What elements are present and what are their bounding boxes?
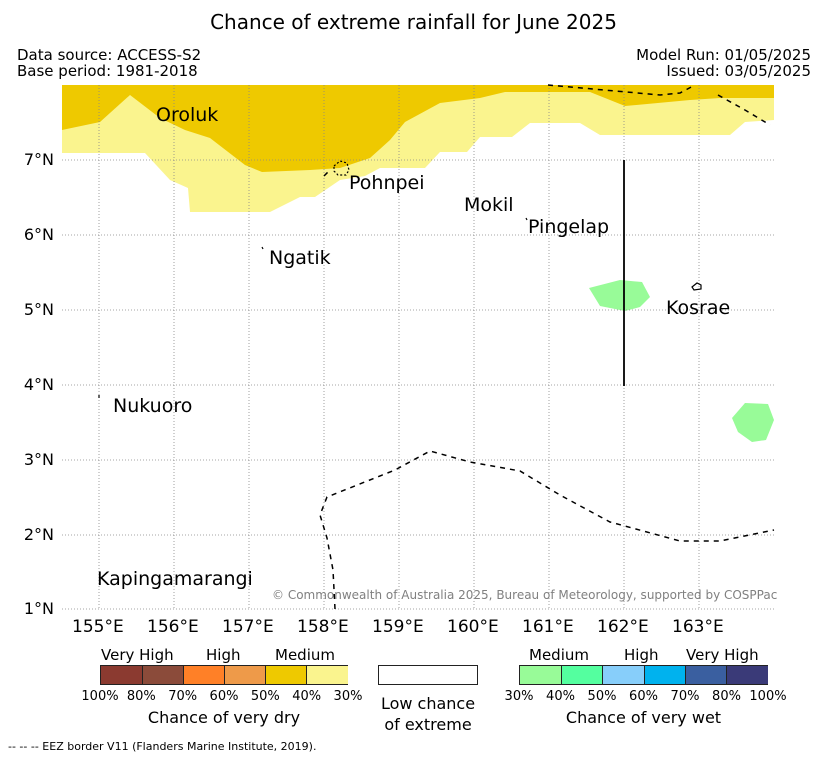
- colorbar-swatch: [725, 666, 768, 684]
- place-pohnpei: Pohnpei: [349, 172, 425, 194]
- colorbar-tick: 100%: [749, 689, 787, 704]
- kosrae-island: [691, 282, 702, 291]
- colorbar-tick: 70%: [168, 689, 198, 704]
- lat-label: 2°N: [23, 525, 54, 544]
- low-chance-swatch: [378, 665, 478, 685]
- eez-border-pohnpei: [323, 171, 329, 177]
- pingelap-island: [525, 217, 528, 221]
- lon-label: 159°E: [372, 617, 424, 637]
- colorbar-swatch: [183, 666, 225, 684]
- colorbar-tick: 30%: [504, 689, 534, 704]
- eez-border-east: [717, 94, 771, 126]
- data-source: Data source: ACCESS-S2: [17, 46, 202, 64]
- wet-region-kosrae: [589, 280, 650, 311]
- lon-label: 162°E: [597, 617, 649, 637]
- ngatik-island: [261, 246, 264, 250]
- model-run: Model Run: 01/05/2025: [636, 46, 811, 64]
- copyright-notice: © Commonwealth of Australia 2025, Bureau…: [272, 588, 778, 602]
- wet-head-high: High: [624, 646, 659, 664]
- colorbar-tick: 40%: [546, 689, 575, 704]
- place-ngatik: Ngatik: [269, 247, 331, 269]
- lon-label: 160°E: [447, 617, 499, 637]
- eez-border-south: [319, 450, 775, 610]
- lon-label: 155°E: [72, 617, 124, 637]
- eez-footnote: -- -- -- EEZ border V11 (Flanders Marine…: [8, 740, 317, 753]
- dry-head-medium: Medium: [275, 646, 335, 664]
- colorbar-swatch: [602, 666, 645, 684]
- map-title: Chance of extreme rainfall for June 2025: [210, 10, 617, 34]
- dry-colorbar: [100, 665, 348, 685]
- place-kapingamarangi: Kapingamarangi: [97, 568, 253, 590]
- colorbar-tick: 50%: [250, 689, 280, 704]
- colorbar-tick: 100%: [81, 689, 119, 704]
- colorbar-tick: 30%: [333, 689, 363, 704]
- colorbar-swatch: [101, 666, 142, 684]
- lon-label: 163°E: [672, 617, 724, 637]
- place-mokil: Mokil: [464, 194, 514, 216]
- lat-label: 7°N: [23, 150, 54, 169]
- lat-label: 3°N: [23, 450, 54, 469]
- colorbar-swatch: [643, 666, 686, 684]
- lon-label: 156°E: [147, 617, 199, 637]
- colorbar-swatch: [224, 666, 266, 684]
- dry-head-high: High: [206, 646, 241, 664]
- lat-label: 1°N: [23, 599, 54, 618]
- colorbar-tick: 60%: [629, 689, 658, 704]
- issued-date: Issued: 03/05/2025: [666, 62, 811, 80]
- colorbar-tick: 60%: [209, 689, 239, 704]
- lat-label: 4°N: [23, 375, 54, 394]
- dry-medium-region: [62, 85, 774, 172]
- lon-label: 158°E: [297, 617, 349, 637]
- place-nukuoro: Nukuoro: [113, 395, 193, 417]
- lon-label: 157°E: [222, 617, 274, 637]
- pohnpei-island: [333, 160, 350, 176]
- colorbar-swatch: [684, 666, 727, 684]
- colorbar-tick: 80%: [126, 689, 156, 704]
- base-period: Base period: 1981-2018: [17, 62, 198, 80]
- eez-borders: [319, 84, 775, 610]
- place-pingelap: Pingelap: [528, 216, 610, 238]
- colorbar-tick: 80%: [712, 689, 741, 704]
- colorbar-swatch: [142, 666, 184, 684]
- wet-colorbar: [519, 665, 768, 685]
- colorbar-tick: 70%: [670, 689, 700, 704]
- colorbar-tick: 50%: [587, 689, 617, 704]
- dry-head-very-high: Very High: [101, 646, 174, 664]
- dry-caption: Chance of very dry: [147, 708, 301, 727]
- eez-border-north: [547, 84, 696, 96]
- colorbar-swatch: [561, 666, 604, 684]
- colorbar-swatch: [520, 666, 562, 684]
- colorbar-tick: 40%: [292, 689, 322, 704]
- low-caption-line1: Low chance: [380, 694, 476, 713]
- wet-region-east: [732, 403, 774, 442]
- lat-label: 5°N: [23, 300, 54, 319]
- wet-caption: Chance of very wet: [565, 708, 722, 727]
- lat-label: 6°N: [23, 225, 54, 244]
- lon-label: 161°E: [522, 617, 574, 637]
- colorbar-swatch: [265, 666, 307, 684]
- wet-head-very-high: Very High: [686, 646, 759, 664]
- low-caption-line2: of extreme: [384, 715, 472, 734]
- wet-head-medium: Medium: [529, 646, 589, 664]
- colorbar-swatch: [306, 666, 348, 684]
- place-oroluk: Oroluk: [156, 104, 219, 126]
- place-kosrae: Kosrae: [666, 297, 731, 319]
